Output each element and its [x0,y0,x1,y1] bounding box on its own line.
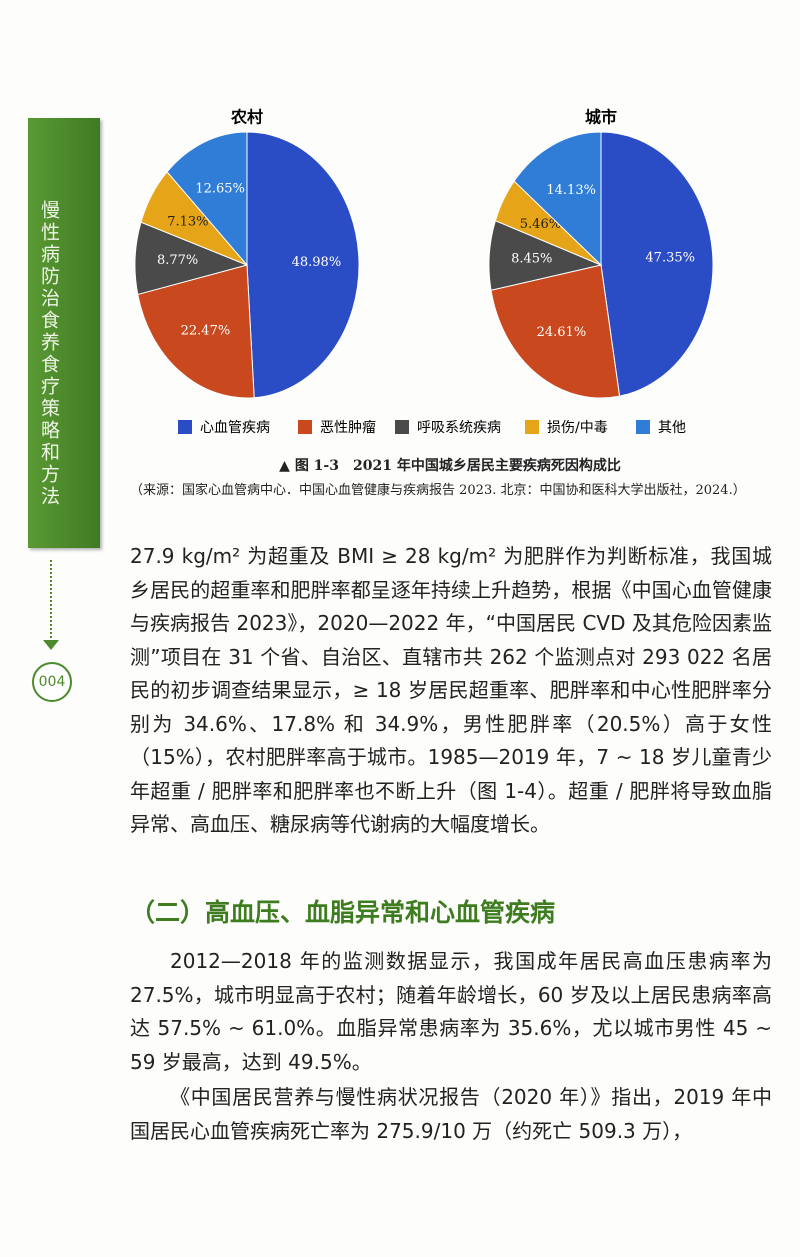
paragraph: 《中国居民营养与慢性病状况报告（2020 年）》指出，2019 年中国居民心血管… [130,1085,772,1143]
legend-swatch [525,420,539,434]
arrow [43,640,59,650]
legend-swatch [298,420,312,434]
legend-label: 呼吸系统疾病 [417,420,501,436]
slice-label: 12.65% [195,181,245,196]
pie-title: 农村 [230,108,263,127]
sidebar-title: 慢性病防治食养食疗策略和方法 [38,200,60,508]
pie-slice [513,131,602,267]
legend-label: 损伤/中毒 [547,420,608,436]
page-number: 004 [32,662,72,702]
pie-title: 城市 [585,108,617,127]
dotted-line [50,560,52,638]
pie-slice [600,131,714,397]
sidebar [28,118,100,548]
legend-swatch [395,420,409,434]
pie-slice [490,264,621,399]
legend-label: 其他 [658,420,686,436]
pie-slice [166,131,248,267]
figure-caption: ▲ 图 1-3 2021 年中国城乡居民主要疾病死因构成比 [279,458,621,474]
slice-label: 48.98% [292,255,342,270]
slice-label: 7.13% [167,214,208,229]
legend-label: 恶性肿瘤 [320,419,376,436]
slice-label: 5.46% [520,217,561,232]
pie-slice [137,264,255,399]
legend-label: 心血管疾病 [200,420,270,436]
slice-label: 47.35% [645,251,695,266]
slice-label: 22.47% [181,324,231,339]
slice-label: 24.61% [537,325,587,340]
pie-charts: 农村 48.98% 22.47% 8.77% 7.13% 12.65% 城市 47.35% 24… [134,108,714,436]
slice-label: 8.77% [157,253,198,268]
figure-source: （来源：国家心血管病中心．中国心血管健康与疾病报告 2023. 北京：中国协和医… [130,483,746,498]
paragraph: 27.9 kg/m² 为超重及 BMI ≥ 28 kg/m² 为肥胖作为判断标准… [130,544,772,836]
paragraph: 2012—2018 年的监测数据显示，我国成年居民高血压患病率为 27.5%，城… [130,949,772,1074]
legend-swatch [636,420,650,434]
slice-label: 8.45% [511,251,552,266]
legend-swatch [178,420,192,434]
slice-label: 14.13% [546,183,596,198]
pie-slice [246,131,360,399]
section-heading: （二）高血压、血脂异常和心血管疾病 [130,898,556,927]
